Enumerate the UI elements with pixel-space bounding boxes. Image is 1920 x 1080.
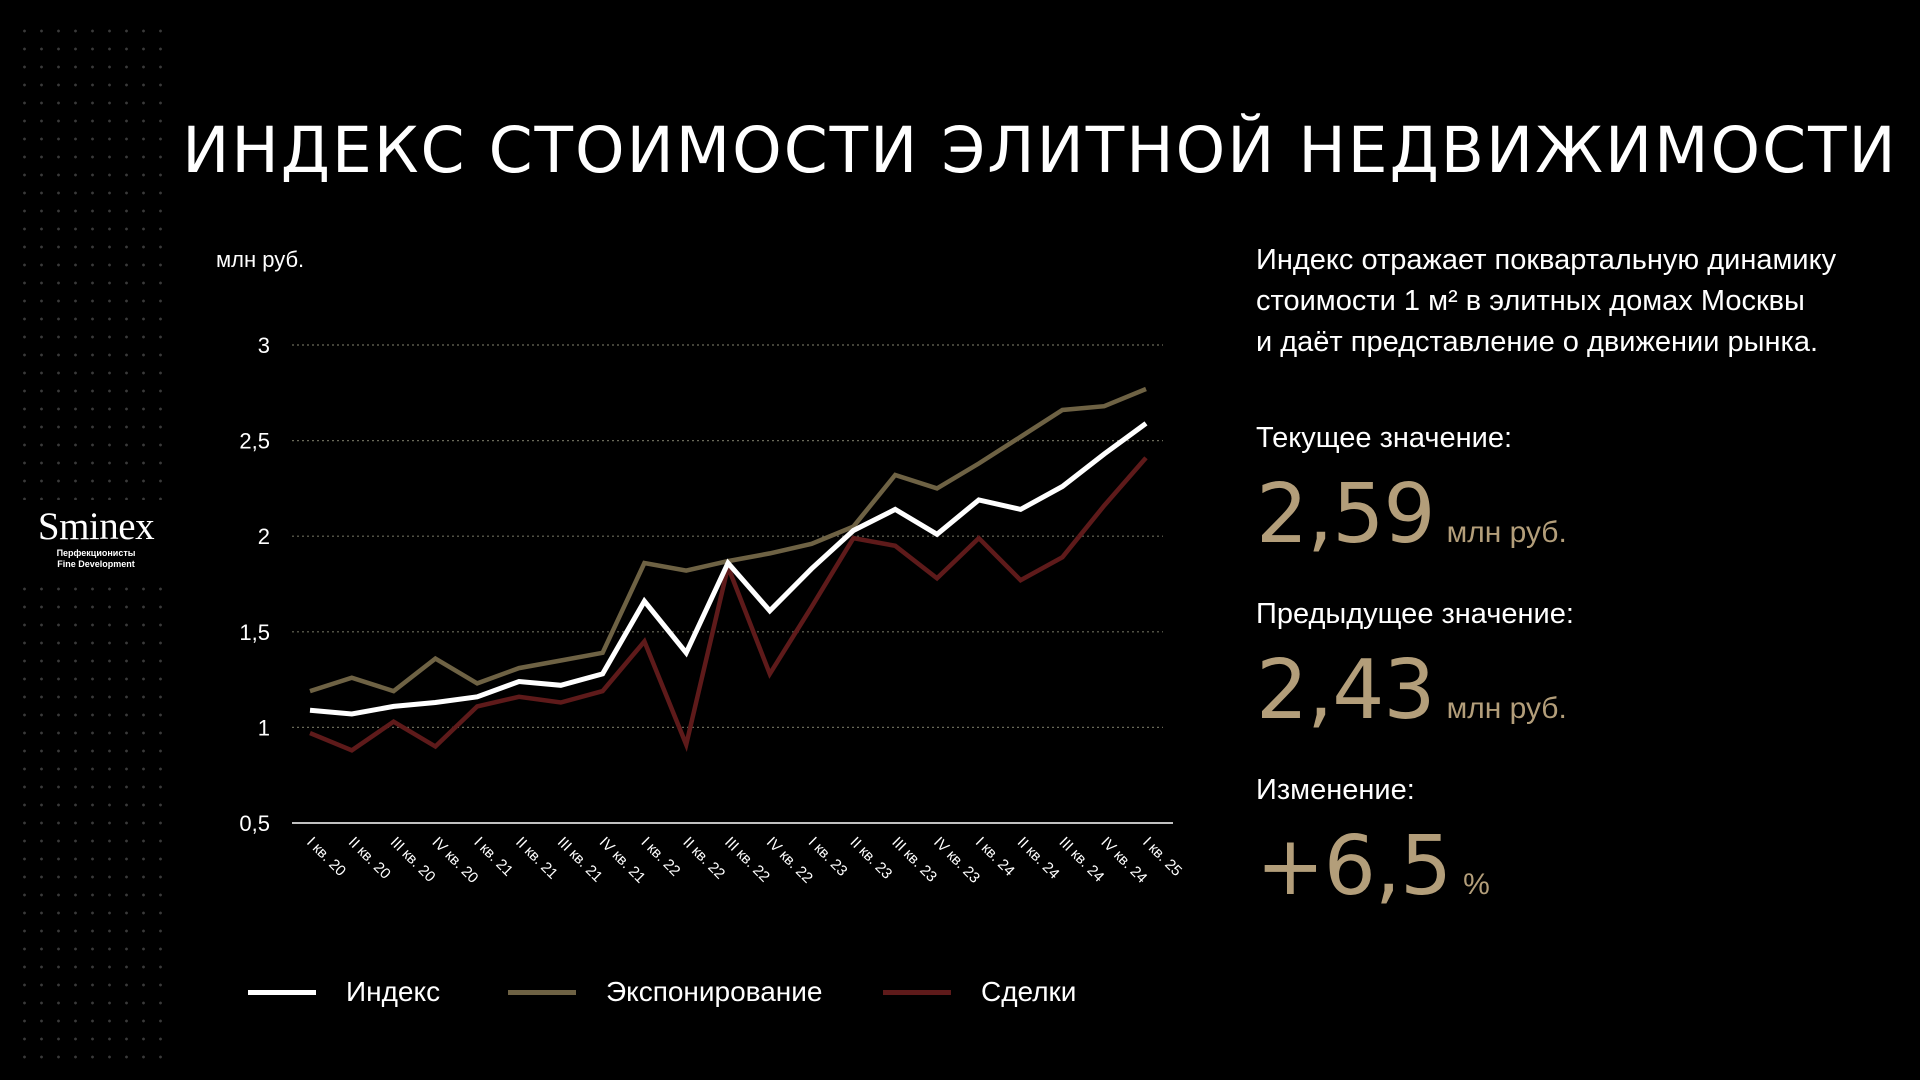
x-tick-label: II кв. 20 <box>345 834 394 883</box>
change-block: Изменение: +6,5 % <box>1256 774 1490 914</box>
series-line-listing <box>309 386 1147 694</box>
legend-swatch-deals <box>883 989 951 995</box>
x-tick-label: II кв. 22 <box>679 834 728 883</box>
x-tick-label: III кв. 23 <box>888 834 940 886</box>
logo-tagline-en: Fine Development <box>57 559 135 569</box>
x-tick-label: III кв. 20 <box>387 834 439 886</box>
x-tick-label: III кв. 22 <box>721 834 773 886</box>
legend-swatch-listing <box>508 989 576 995</box>
previous-value-block: Предыдущее значение: 2,43 млн руб. <box>1256 598 1574 738</box>
description-line: и даёт представление о движении рынка. <box>1256 326 1819 358</box>
previous-value-unit: млн руб. <box>1446 692 1567 725</box>
change-unit: % <box>1463 868 1490 901</box>
x-tick-label: I кв. 20 <box>303 834 349 880</box>
y-tick-label: 1 <box>258 715 270 740</box>
legend-item-listing: Экспонирование <box>508 972 822 1012</box>
change-label: Изменение: <box>1256 774 1415 806</box>
x-tick-label: II кв. 24 <box>1014 834 1063 883</box>
x-tick-label: II кв. 23 <box>847 834 896 883</box>
legend-item-deals: Сделки <box>883 972 1076 1012</box>
x-tick-label: II кв. 21 <box>512 834 561 883</box>
chart-legend: Индекс Экспонирование Сделки <box>248 972 1148 1012</box>
y-tick-label: 3 <box>258 333 270 358</box>
series-line-index <box>309 421 1148 717</box>
x-tick-label: III кв. 21 <box>554 834 606 886</box>
previous-value: 2,43 <box>1256 643 1436 738</box>
page-title: ИНДЕКС СТОИМОСТИ ЭЛИТНОЙ НЕДВИЖИМОСТИ <box>182 114 1898 188</box>
legend-label-deals: Сделки <box>981 976 1077 1007</box>
current-value: 2,59 <box>1256 467 1436 562</box>
legend-item-index: Индекс <box>248 972 440 1012</box>
y-tick-label: 1,5 <box>239 620 270 645</box>
change-value: +6,5 <box>1256 819 1452 914</box>
series-line-deals <box>309 456 1148 753</box>
current-value-block: Текущее значение: 2,59 млн руб. <box>1256 422 1567 562</box>
legend-label-index: Индекс <box>346 976 441 1007</box>
y-axis-unit-label: млн руб. <box>216 247 305 272</box>
description-line: Индекс отражает поквартальную динамику <box>1256 244 1837 276</box>
legend-swatch-index <box>248 989 316 995</box>
previous-value-label: Предыдущее значение: <box>1256 598 1574 630</box>
logo-wordmark: Sminex <box>37 505 155 548</box>
y-tick-label: 0,5 <box>239 811 270 836</box>
legend-label-listing: Экспонирование <box>606 976 823 1007</box>
index-description: Индекс отражает поквартальную динамику с… <box>1256 240 1896 363</box>
y-tick-label: 2 <box>258 524 270 549</box>
current-value-label: Текущее значение: <box>1256 422 1513 454</box>
description-line: стоимости 1 м² в элитных домах Москвы <box>1256 285 1805 317</box>
y-tick-label: 2,5 <box>239 429 270 454</box>
sminex-logo: Sminex Перфекционисты Fine Development <box>12 500 180 576</box>
current-value-unit: млн руб. <box>1446 516 1567 549</box>
x-tick-label: III кв. 24 <box>1056 834 1108 886</box>
info-panel: Индекс отражает поквартальную динамику с… <box>1256 240 1896 914</box>
logo-tagline-ru: Перфекционисты <box>56 548 136 558</box>
